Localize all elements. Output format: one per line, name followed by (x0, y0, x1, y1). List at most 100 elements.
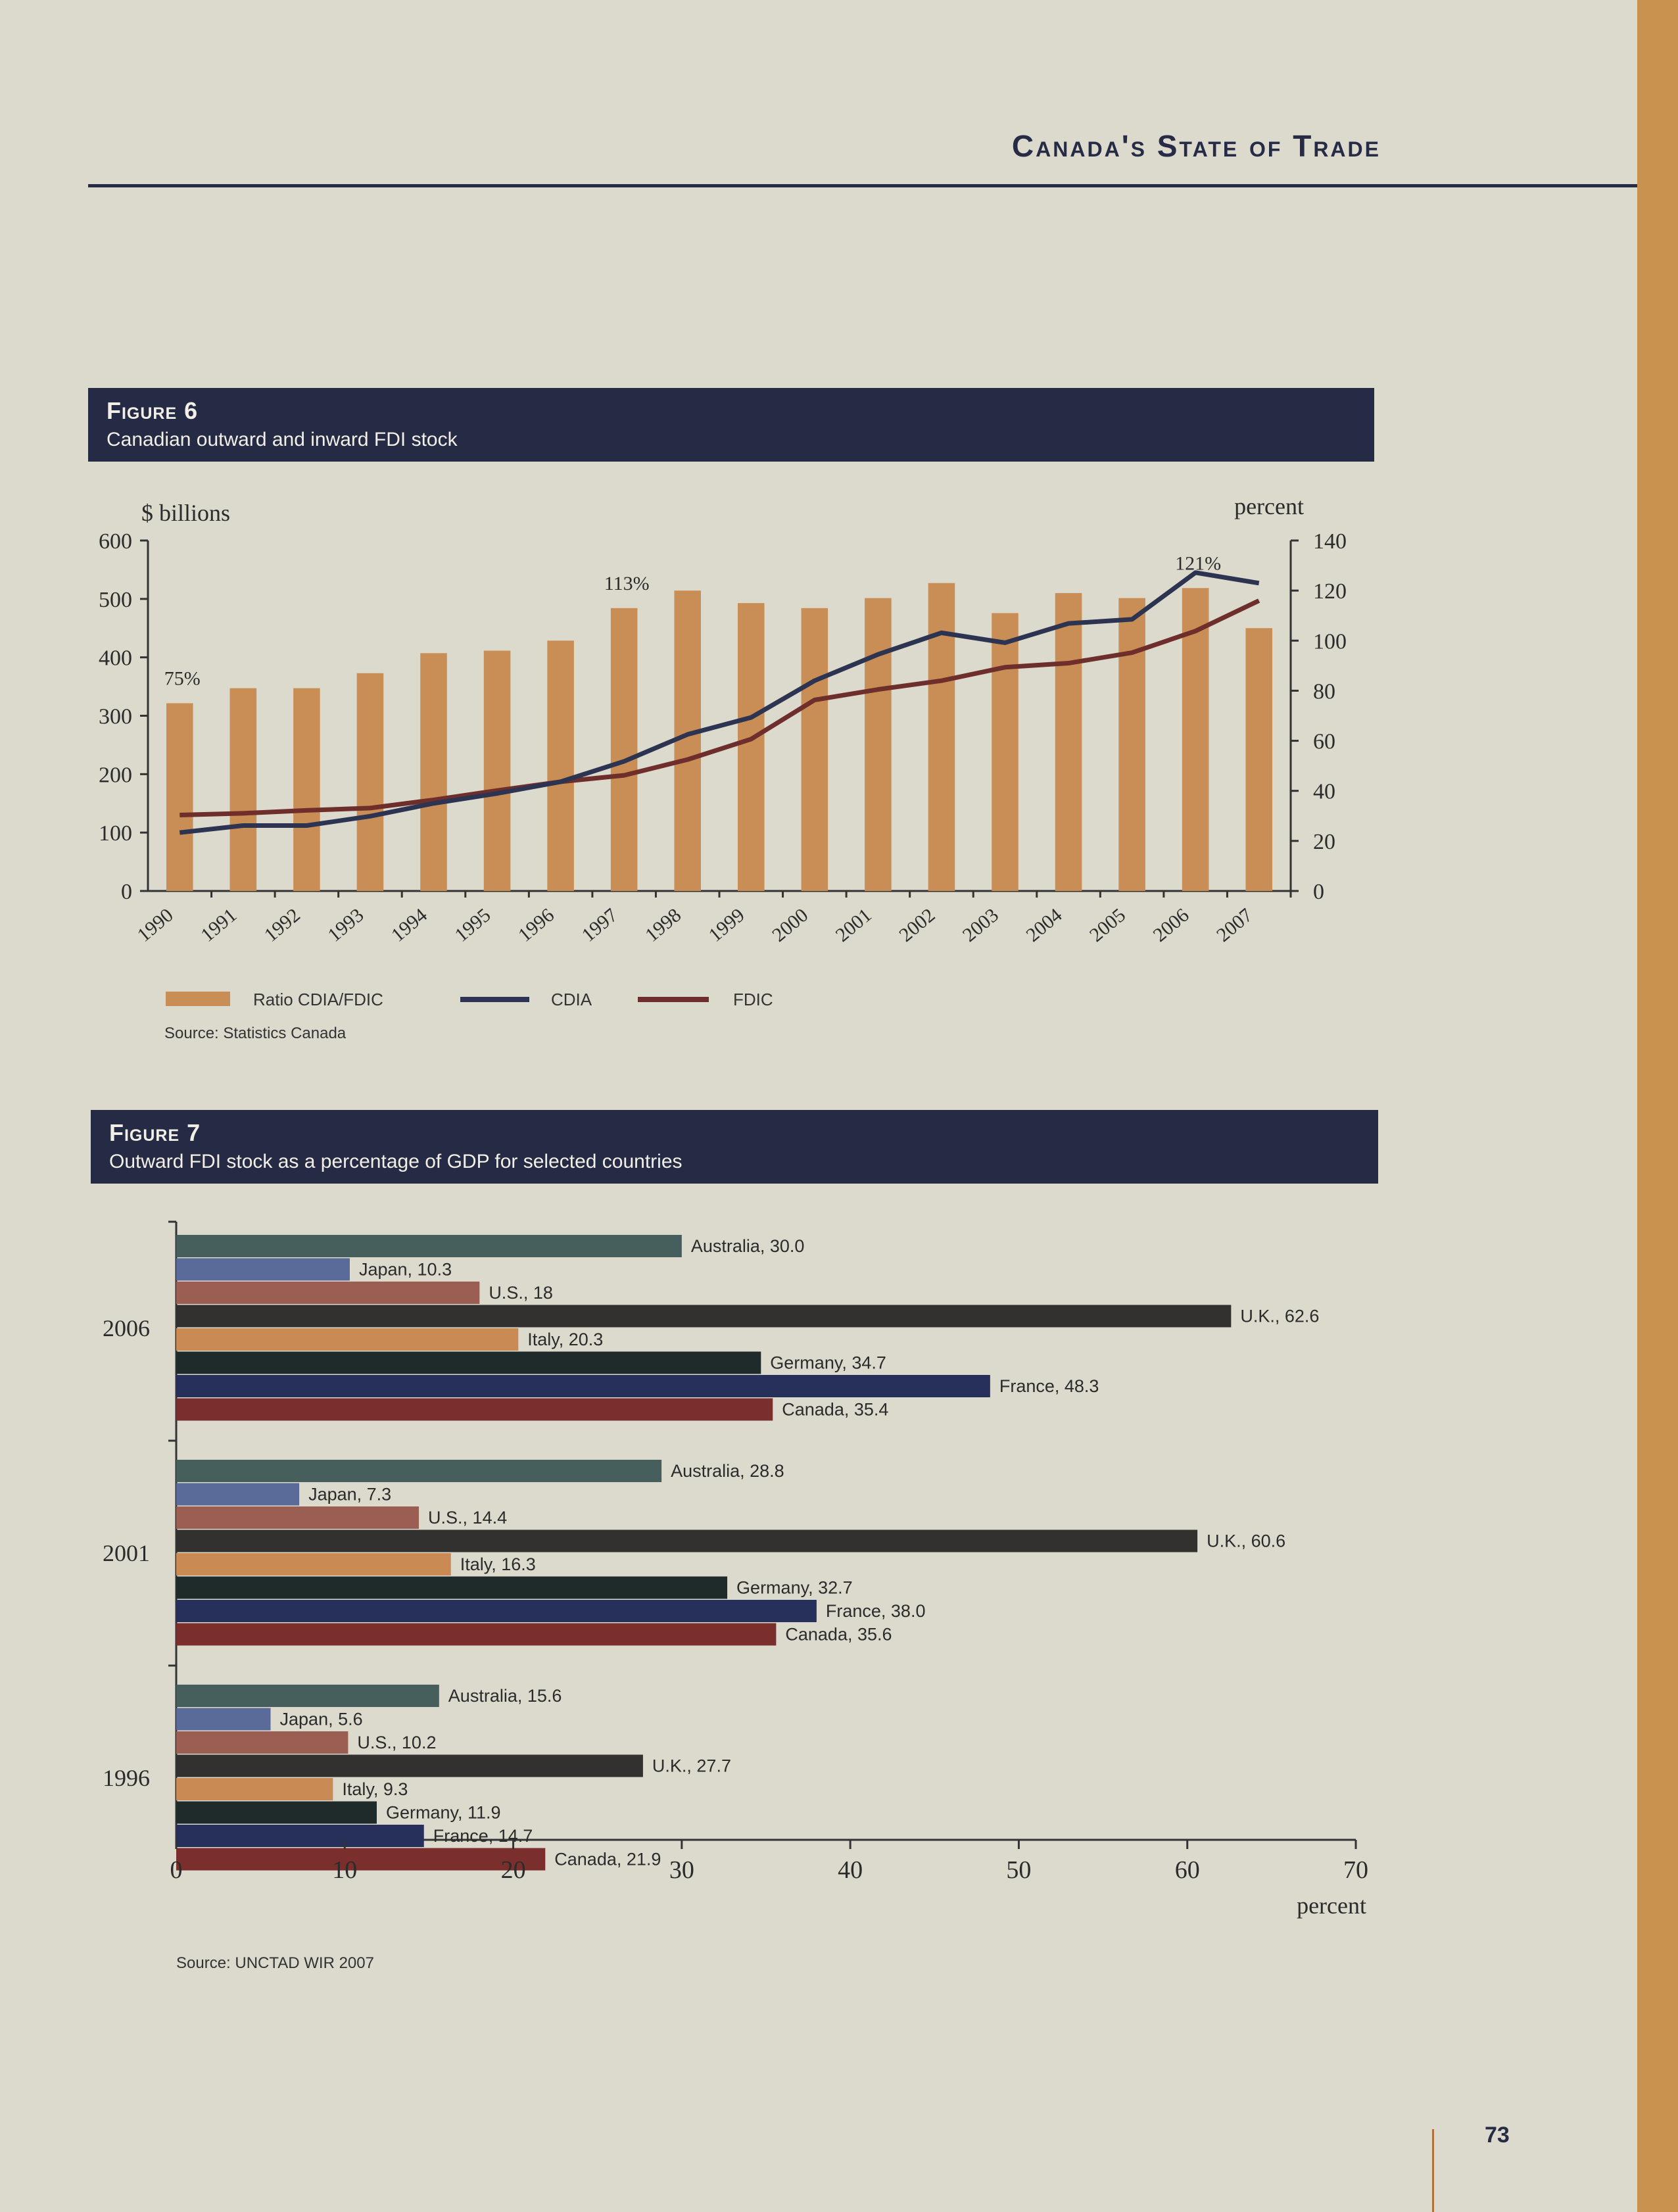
ratio-bar (1118, 598, 1145, 891)
header-rule (88, 184, 1637, 187)
bar-value-label: France, 38.0 (826, 1601, 926, 1621)
x-tick-label: 2003 (959, 904, 1003, 946)
x-tick-label: 1998 (641, 904, 685, 946)
x-tick-label: 2002 (895, 904, 939, 946)
left-tick-label: 400 (99, 646, 132, 671)
x-axis-title: percent (1297, 1892, 1366, 1919)
ratio-bar (420, 653, 447, 891)
figure6-caption: Canadian outward and inward FDI stock (107, 429, 458, 450)
ratio-bar (166, 703, 193, 891)
ratio-bar (293, 688, 320, 891)
ratio-bar (483, 650, 511, 891)
ratio-bar (1055, 592, 1082, 891)
ratio-bar (356, 673, 384, 891)
ratio-bar (928, 583, 955, 891)
group-year-label: 2001 (103, 1540, 150, 1566)
bar-value-label: Australia, 15.6 (448, 1686, 562, 1706)
country-bar (176, 1375, 990, 1397)
country-bar (176, 1328, 519, 1351)
country-bar (176, 1282, 480, 1304)
right-tick-label: 20 (1313, 830, 1335, 854)
bar-value-label: Japan, 5.6 (280, 1710, 363, 1729)
bar-value-label: Italy, 16.3 (460, 1554, 536, 1574)
right-tick-label: 80 (1313, 679, 1335, 704)
right-tick-label: 40 (1313, 780, 1335, 804)
figure6-chart: 0 100 200 300 400 500 600 0 20 40 60 80 100 120 140 $ b… (99, 493, 1347, 1009)
legend-label-ratio: Ratio CDIA/FDIC (253, 990, 383, 1009)
bar-annotation: 113% (604, 573, 650, 594)
right-tick-label: 120 (1313, 579, 1347, 604)
country-bar (176, 1305, 1232, 1328)
bar-value-label: Japan, 7.3 (308, 1485, 391, 1504)
figure7-caption: Outward FDI stock as a percentage of GDP… (109, 1151, 683, 1172)
bar-value-label: Germany, 32.7 (736, 1578, 853, 1598)
country-bar (176, 1553, 451, 1575)
x-tick-label: 30 (669, 1856, 694, 1884)
legend-swatch-ratio (166, 992, 230, 1006)
x-tick-label: 2005 (1086, 904, 1130, 946)
bar-value-label: Canada, 21.9 (554, 1850, 661, 1869)
x-tick-label: 10 (332, 1856, 357, 1884)
left-tick-label: 0 (121, 880, 132, 904)
country-bar (176, 1848, 546, 1871)
x-tick-label: 20 (501, 1856, 526, 1884)
figure6-source: Source: Statistics Canada (164, 1024, 347, 1042)
country-bar (176, 1825, 424, 1847)
x-tick-label: 70 (1343, 1856, 1368, 1884)
ratio-bar (801, 608, 828, 891)
bar-value-label: Germany, 11.9 (386, 1803, 501, 1823)
x-tick-label: 1991 (197, 904, 241, 946)
country-bar (176, 1258, 350, 1281)
left-tick-label: 300 (99, 705, 132, 729)
x-tick-label: 2001 (832, 904, 876, 946)
figure7-label: Figure 7 (109, 1119, 201, 1146)
left-axis-title: $ billions (141, 500, 230, 526)
country-bar (176, 1398, 773, 1421)
bar-value-label: U.K., 62.6 (1240, 1307, 1319, 1326)
page-edge-strip (1637, 0, 1678, 2212)
right-axis-title: percent (1234, 493, 1304, 519)
x-tick-label: 1997 (577, 904, 621, 946)
x-tick-label: 1999 (705, 904, 749, 946)
x-tick-label: 2007 (1212, 904, 1257, 946)
ratio-bar (547, 640, 574, 891)
bar-value-label: U.K., 60.6 (1207, 1531, 1285, 1551)
bar-value-label: U.S., 18 (489, 1283, 553, 1303)
ratio-bar (229, 688, 257, 891)
country-bar (176, 1576, 728, 1599)
left-tick-label: 100 (99, 821, 132, 846)
bar-value-label: Italy, 9.3 (342, 1779, 408, 1799)
left-tick-label: 600 (99, 529, 132, 554)
right-tick-label: 140 (1313, 529, 1347, 554)
fdic-line (180, 598, 1260, 818)
country-bar (176, 1460, 662, 1482)
figure7-banner: Figure 7 Outward FDI stock as a percenta… (91, 1110, 1378, 1184)
country-bar (176, 1235, 682, 1257)
country-bar (176, 1351, 761, 1374)
x-tick-label: 1995 (450, 904, 494, 946)
ratio-bar (1245, 628, 1272, 891)
figure7-chart: Australia, 30.0 Japan, 10.3 U.S., 18 U.K., … (103, 1220, 1368, 1919)
figure7-source: Source: UNCTAD WIR 2007 (176, 1954, 374, 1972)
country-bar (176, 1731, 348, 1754)
ratio-bar (738, 603, 765, 891)
ratio-bar (1182, 588, 1209, 891)
ratio-bar (992, 613, 1019, 891)
x-tick-label: 2006 (1149, 904, 1193, 946)
x-tick-label: 0 (170, 1856, 183, 1884)
cdia-line (179, 570, 1260, 835)
legend-label-cdia: CDIA (551, 990, 592, 1009)
x-tick-label: 1992 (260, 904, 304, 946)
x-tick-label: 60 (1175, 1856, 1200, 1884)
left-tick-label: 200 (99, 763, 132, 787)
country-bar (176, 1623, 777, 1646)
group-year-label: 1996 (103, 1765, 150, 1791)
country-bar (176, 1754, 643, 1777)
bar-value-label: Canada, 35.6 (785, 1625, 892, 1645)
bar-value-label: U.S., 10.2 (357, 1733, 436, 1752)
x-tick-label: 1996 (514, 904, 558, 946)
bar-value-label: Italy, 20.3 (527, 1330, 603, 1349)
right-tick-label: 100 (1313, 629, 1347, 654)
page-number-rule (1432, 2129, 1434, 2212)
x-tick-label: 1993 (324, 904, 368, 946)
